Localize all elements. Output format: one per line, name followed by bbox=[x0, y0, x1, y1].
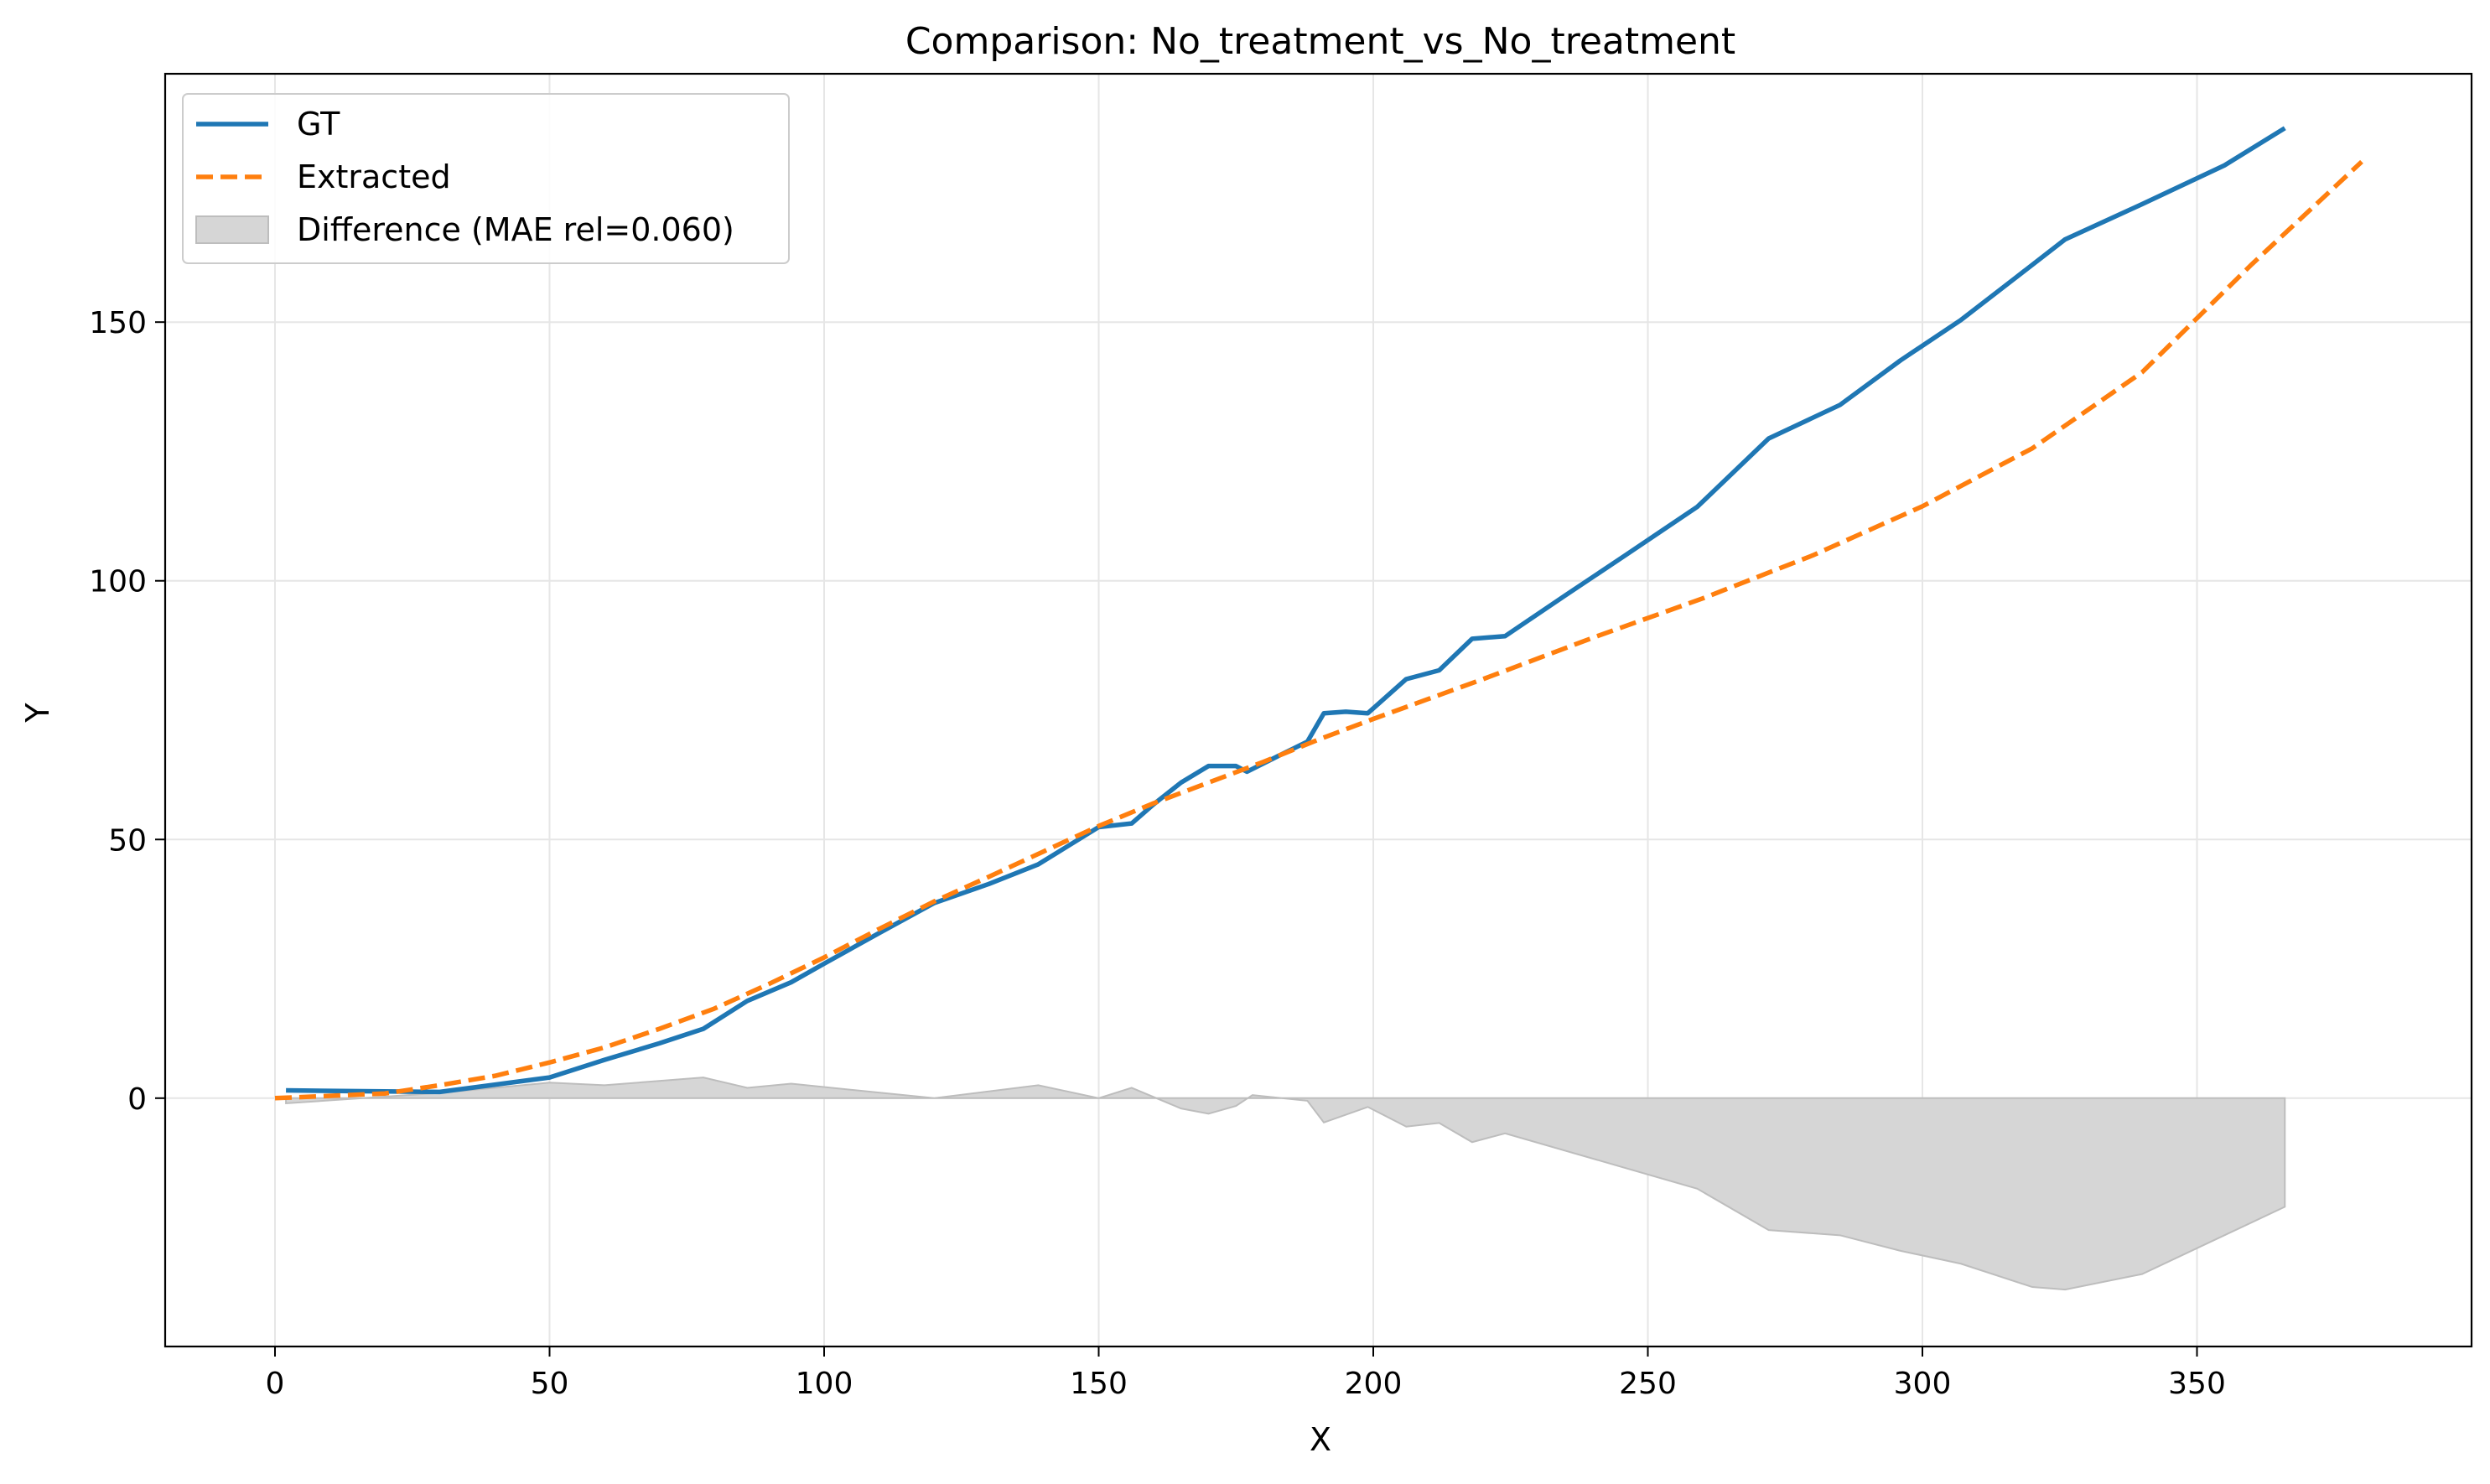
x-tick-label: 200 bbox=[1345, 1367, 1403, 1401]
x-tick-label: 150 bbox=[1070, 1367, 1128, 1401]
y-tick-label: 50 bbox=[108, 823, 147, 858]
legend-label: Difference (MAE rel=0.060) bbox=[297, 211, 734, 248]
x-tick-label: 250 bbox=[1619, 1367, 1677, 1401]
y-axis-label: Y bbox=[19, 703, 56, 724]
plot-frame bbox=[163, 72, 2473, 1348]
difference-area bbox=[285, 1077, 2286, 1291]
y-tick-label: 100 bbox=[89, 565, 147, 599]
x-tick-label: 350 bbox=[2168, 1367, 2226, 1401]
legend-box bbox=[182, 93, 790, 264]
legend-label: GT bbox=[297, 106, 340, 143]
x-tick-label: 300 bbox=[1894, 1367, 1952, 1401]
legend-label: Extracted bbox=[297, 158, 451, 195]
series-line-extracted bbox=[274, 159, 2363, 1101]
x-tick-label: 50 bbox=[531, 1367, 569, 1401]
y-tick-label: 150 bbox=[89, 306, 147, 340]
x-tick-label: 0 bbox=[266, 1367, 285, 1401]
y-tick-label: 0 bbox=[127, 1082, 147, 1117]
x-axis-label: X bbox=[1310, 1421, 1331, 1458]
chart-title: Comparison: No_treatment_vs_No_treatment bbox=[905, 20, 1735, 63]
x-tick-label: 100 bbox=[796, 1367, 853, 1401]
legend-swatch-difference bbox=[195, 215, 269, 244]
